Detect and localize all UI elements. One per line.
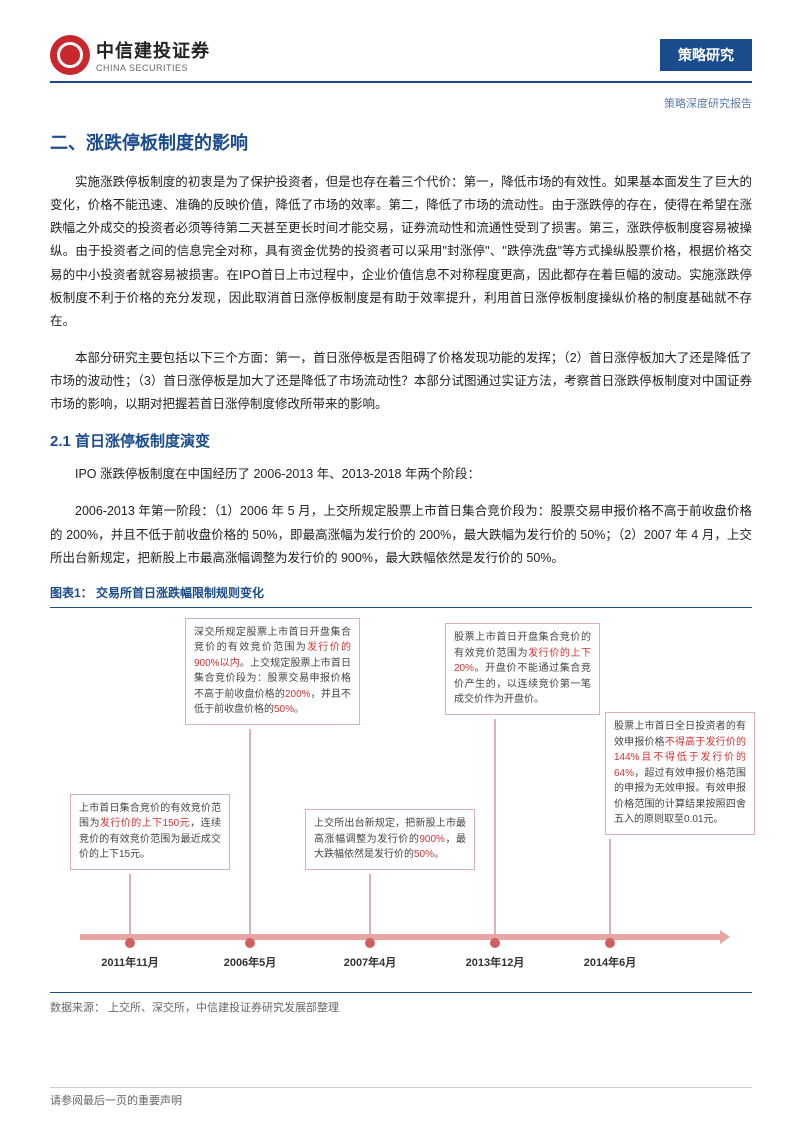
subsection-para2: 2006-2013 年第一阶段：（1）2006 年 5 月，上交所规定股票上市首… <box>50 500 752 569</box>
timeline-date-label: 2007年4月 <box>344 954 397 970</box>
chart-title: 图表1： 交易所首日涨跌幅限制规则变化 <box>50 584 752 608</box>
timeline-axis <box>80 934 722 940</box>
logo-text-en: CHINA SECURITIES <box>96 63 210 73</box>
timeline-dot-icon <box>365 938 375 948</box>
timeline-date-label: 2014年6月 <box>584 954 637 970</box>
timeline-dot-icon <box>245 938 255 948</box>
subsection-title: 2.1 首日涨停板制度演变 <box>50 430 752 451</box>
section-title: 二、涨跌停板制度的影响 <box>50 129 752 155</box>
timeline-dot-icon <box>490 938 500 948</box>
section-para2: 本部分研究主要包括以下三个方面：第一，首日涨停板是否阻碍了价格发现功能的发挥；（… <box>50 347 752 416</box>
header-subcategory: 策略深度研究报告 <box>50 87 752 129</box>
timeline-event-box: 上交所出台新规定，把新股上市最高涨幅调整为发行价的900%，最大跌幅依然是发行价… <box>305 809 475 870</box>
page-header: 中信建投证券 CHINA SECURITIES 策略研究 <box>50 35 752 83</box>
timeline-event-box: 股票上市首日开盘集合竞价的有效竞价范围为发行价的上下20%。开盘价不能通过集合竞… <box>445 623 600 715</box>
logo-text-cn: 中信建投证券 <box>96 37 210 63</box>
timeline-stem <box>129 874 131 934</box>
timeline-dot-icon <box>125 938 135 948</box>
timeline-stem <box>249 729 251 934</box>
timeline-dot-icon <box>605 938 615 948</box>
timeline-date-label: 2006年5月 <box>224 954 277 970</box>
timeline-stem <box>609 839 611 934</box>
chart-data-source: 数据来源： 上交所、深交所，中信建投证券研究发展部整理 <box>50 992 752 1015</box>
section-para1: 实施涨跌停板制度的初衷是为了保护投资者，但是也存在着三个代价：第一，降低市场的有… <box>50 171 752 333</box>
logo-area: 中信建投证券 CHINA SECURITIES <box>50 35 210 75</box>
timeline-event-box: 股票上市首日全日投资者的有效申报价格不得高于发行价的144%且不得低于发行价的6… <box>605 712 755 835</box>
page-footer: 请参阅最后一页的重要声明 <box>50 1087 752 1108</box>
timeline-stem <box>369 874 371 934</box>
subsection-para1: IPO 涨跌停板制度在中国经历了 2006-2013 年、2013-2018 年… <box>50 463 752 486</box>
logo-icon <box>50 35 90 75</box>
timeline-date-label: 2013年12月 <box>466 954 525 970</box>
timeline-chart: 2011年11月 上市首日集合竞价的有效竞价范围为发行价的上下150元，连续竞价的… <box>50 610 752 990</box>
timeline-stem <box>494 719 496 934</box>
timeline-event-box: 深交所规定股票上市首日开盘集合竞价的有效竞价范围为发行价的900%以内。上交规定… <box>185 618 360 725</box>
timeline-event-box: 上市首日集合竞价的有效竞价范围为发行价的上下150元，连续竞价的有效竞价范围为最… <box>70 794 230 870</box>
header-category: 策略研究 <box>660 39 752 71</box>
timeline-date-label: 2011年11月 <box>101 954 159 970</box>
